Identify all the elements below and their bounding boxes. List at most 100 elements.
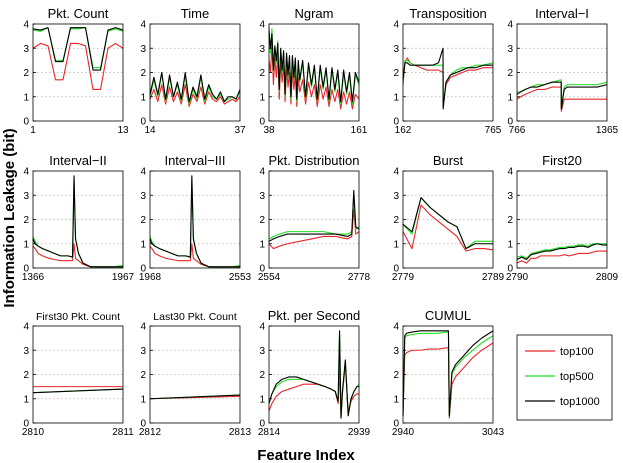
series-line-top1000 [149, 394, 241, 400]
y-tick-label: 1 [140, 92, 146, 103]
y-tick-label: 0 [23, 419, 29, 430]
panel-title: Time [181, 6, 209, 21]
y-tick-label: 1 [140, 394, 146, 405]
y-tick-label: 1 [393, 394, 399, 405]
y-tick-label: 4 [140, 322, 146, 333]
y-tick-label: 4 [23, 322, 29, 333]
y-tick-label: 0 [393, 419, 399, 430]
series-line-top1000 [268, 189, 360, 242]
panel-4: 0 1 2 3 4 766 1365 Interval−I [507, 6, 618, 136]
series-line-top100 [268, 209, 360, 250]
panel-title: First20 [542, 153, 582, 168]
y-tick-label: 3 [23, 44, 29, 55]
series-line-top500 [268, 332, 360, 419]
y-tick-label: 3 [393, 44, 399, 55]
y-tick-label: 3 [140, 191, 146, 202]
legend-box [516, 334, 613, 421]
y-tick-label: 2 [393, 215, 399, 226]
x-tick-label: 2778 [348, 272, 371, 283]
series-line-top1000 [149, 71, 241, 103]
y-tick-label: 0 [393, 117, 399, 128]
panel-title: Burst [433, 153, 464, 168]
x-tick-label: 2814 [258, 427, 281, 438]
y-tick-label: 2 [140, 370, 146, 381]
y-tick-label: 2 [140, 68, 146, 79]
x-tick-label: 1366 [22, 272, 45, 283]
x-tick-label: 2813 [229, 427, 252, 438]
x-tick-label: 2811 [112, 427, 134, 438]
y-tick-label: 3 [140, 346, 146, 357]
x-axis-label: Feature Index [257, 447, 355, 463]
y-tick-label: 2 [23, 370, 29, 381]
y-tick-label: 1 [507, 239, 513, 250]
y-tick-label: 4 [140, 20, 146, 31]
panel-1: 0 1 2 3 4 14 37 Time [140, 6, 246, 136]
legend-label-top500: top500 [560, 371, 594, 383]
y-tick-label: 4 [393, 167, 399, 178]
y-tick-label: 4 [23, 167, 29, 178]
y-tick-label: 0 [140, 419, 146, 430]
panel-title: Pkt. Distribution [268, 153, 359, 168]
series-line-top1000 [402, 197, 493, 250]
series-line-top100 [32, 42, 124, 91]
y-tick-label: 1 [23, 394, 29, 405]
y-tick-label: 4 [140, 167, 146, 178]
series-line-top500 [268, 194, 360, 240]
y-tick-label: 2 [507, 215, 513, 226]
x-tick-label: 3043 [482, 427, 505, 438]
panel-3: 0 1 2 3 4 162 765 Transposition [393, 6, 501, 136]
y-tick-label: 1 [140, 239, 146, 250]
legend: top100 top500 top1000 [516, 334, 613, 421]
y-tick-label: 4 [393, 322, 399, 333]
y-tick-label: 2 [393, 370, 399, 381]
x-tick-label: 2553 [229, 272, 252, 283]
y-tick-label: 4 [507, 20, 513, 31]
y-tick-label: 0 [23, 264, 29, 275]
panel-10: 0 1 2 3 4 2810 2811 First30 Pkt. Count [22, 311, 134, 438]
panel-5: 0 1 2 3 4 1366 1967 Interval−II [22, 153, 135, 283]
y-tick-label: 3 [393, 191, 399, 202]
x-tick-label: 2940 [392, 427, 415, 438]
series-line-top1000 [268, 330, 359, 419]
x-tick-label: 765 [485, 125, 502, 136]
y-tick-label: 1 [259, 92, 265, 103]
series-line-top1000 [32, 175, 123, 268]
series-line-top500 [402, 197, 493, 250]
panel-title: Ngram [294, 6, 333, 21]
series-line-top100 [402, 204, 494, 252]
panel-9: 0 1 2 3 4 2790 2809 First20 [506, 153, 619, 283]
series-line-top1000 [268, 31, 360, 103]
panel-title: Interval−III [164, 153, 225, 168]
series-line-top1000 [149, 175, 240, 268]
y-tick-label: 4 [259, 322, 265, 333]
y-tick-label: 4 [393, 20, 399, 31]
panel-7: 0 1 2 3 4 2554 2778 Pkt. Distribution [258, 153, 371, 283]
legend-label-top100: top100 [560, 346, 594, 358]
y-tick-label: 3 [259, 346, 265, 357]
panel-12: 0 1 2 3 4 2814 2939 Pkt. per Second [258, 308, 371, 438]
x-tick-label: 2789 [482, 272, 505, 283]
y-tick-label: 3 [23, 346, 29, 357]
y-tick-label: 0 [259, 419, 265, 430]
x-tick-label: 2790 [506, 272, 529, 283]
panel-6: 0 1 2 3 4 1968 2553 Interval−III [139, 153, 252, 283]
x-tick-label: 1365 [596, 125, 619, 136]
y-tick-label: 2 [393, 68, 399, 79]
panel-11: 0 1 2 3 4 2812 2813 Last30 Pkt. Count [139, 311, 252, 438]
series-line-top100 [402, 342, 494, 419]
x-tick-label: 2810 [22, 427, 45, 438]
panel-title: Last30 Pkt. Count [153, 311, 237, 323]
y-tick-label: 2 [259, 215, 265, 226]
y-tick-label: 2 [507, 68, 513, 79]
panel-title: CUMUL [425, 308, 471, 323]
panel-title: Interval−II [49, 153, 106, 168]
y-tick-label: 1 [507, 92, 513, 103]
y-tick-label: 3 [259, 191, 265, 202]
x-tick-label: 162 [395, 125, 412, 136]
y-tick-label: 1 [23, 92, 29, 103]
y-axis-label: Information Leakage (bit) [1, 128, 18, 307]
panel-8: 0 1 2 3 4 2779 2789 Burst [392, 153, 505, 283]
panel-title: Pkt. per Second [268, 308, 361, 323]
